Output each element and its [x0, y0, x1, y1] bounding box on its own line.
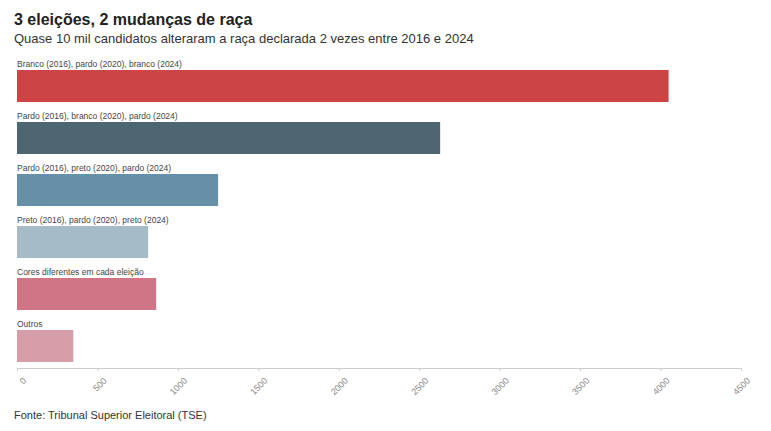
tick-label: 4500: [731, 376, 752, 397]
category-label: Branco (2016), pardo (2020), branco (202…: [17, 59, 182, 69]
tick-mark: [580, 368, 581, 371]
subtitle: Quase 10 mil candidatos alteraram a raça…: [14, 31, 474, 46]
bar: [17, 330, 73, 362]
category-labels: Branco (2016), pardo (2020), branco (202…: [17, 59, 182, 329]
source: Fonte: Tribunal Superior Eleitoral (TSE): [14, 409, 207, 421]
tick: 1500: [248, 368, 269, 397]
tick: 4500: [731, 368, 752, 397]
tick-mark: [97, 368, 98, 371]
bars: [17, 70, 669, 362]
bar: [17, 226, 148, 258]
tick-mark: [339, 368, 340, 371]
tick: 0: [18, 368, 29, 386]
bar: [17, 70, 669, 102]
category-label: Pardo (2016), preto (2020), pardo (2024): [17, 163, 171, 173]
tick: 500: [91, 368, 109, 393]
tick-mark: [741, 368, 742, 371]
tick-mark: [178, 368, 179, 371]
tick-label: 500: [91, 376, 109, 394]
tick-label: 2500: [409, 376, 430, 397]
tick: 2500: [409, 368, 430, 397]
bar: [17, 278, 156, 310]
x-axis: 0 500 1000 1500 2000 2500 3000 3500 4000 4500: [18, 368, 753, 397]
category-label: Preto (2016), pardo (2020), preto (2024): [17, 215, 169, 225]
tick-label: 3500: [570, 376, 591, 397]
tick: 3500: [570, 368, 591, 397]
bar: [17, 122, 440, 154]
tick-mark: [500, 368, 501, 371]
chart: 3 eleições, 2 mudanças de raça Quase 10 m…: [0, 0, 771, 431]
tick: 3000: [490, 368, 511, 397]
tick-label: 4000: [651, 376, 672, 397]
tick-label: 3000: [490, 376, 511, 397]
tick-mark: [258, 368, 259, 371]
tick-label: 1000: [168, 376, 189, 397]
tick-label: 2000: [329, 376, 350, 397]
tick: 4000: [651, 368, 672, 397]
category-label: Cores diferentes em cada eleição: [17, 267, 144, 277]
axis-line: [18, 369, 742, 372]
category-label: Pardo (2016), branco (2020), pardo (2024…: [17, 111, 178, 121]
tick-label: 0: [18, 376, 29, 387]
tick-mark: [17, 368, 18, 371]
tick-label: 1500: [248, 376, 269, 397]
category-label: Outros: [17, 319, 43, 329]
tick: 2000: [329, 368, 350, 397]
tick-mark: [661, 368, 662, 371]
bar: [17, 174, 218, 206]
tick-mark: [419, 368, 420, 371]
title: 3 eleições, 2 mudanças de raça: [14, 11, 252, 28]
tick: 1000: [168, 368, 189, 397]
